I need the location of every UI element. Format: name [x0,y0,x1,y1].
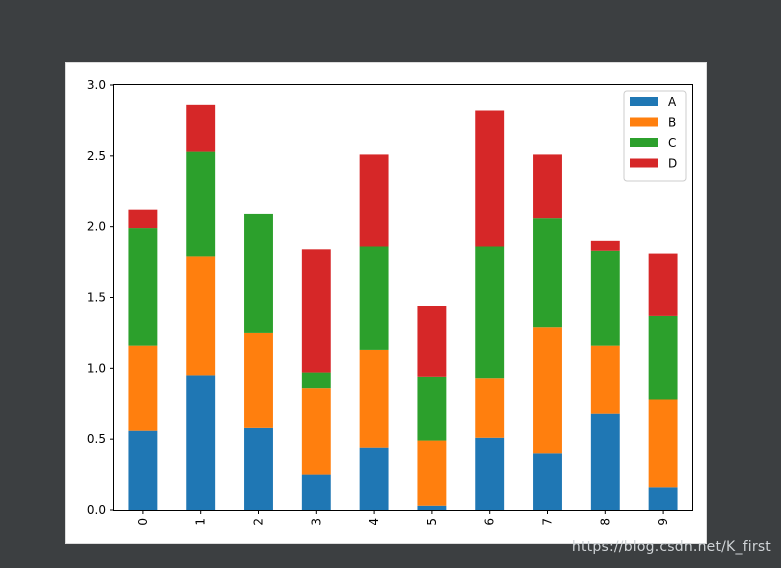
bar-c-9 [648,315,678,400]
y-tick-label: 1.5 [87,291,106,305]
bar-a-5 [417,505,447,510]
bar-b-4 [359,349,389,448]
watermark-text: https://blog.csdn.net/K_first [571,539,771,555]
bar-a-3 [301,474,331,510]
y-tick-label: 1.0 [87,361,106,375]
x-tick-label: 6 [483,518,497,526]
bar-a-7 [533,453,562,510]
bar-d-8 [590,240,620,251]
bar-b-8 [590,345,620,414]
bar-a-6 [475,437,505,510]
y-tick-label: 2.0 [87,220,106,234]
y-axis: 0.0 0.5 1.0 1.5 2.0 2.5 3.0 [87,78,114,517]
legend-label-c: C [668,136,676,150]
x-tick-label: 1 [194,518,208,526]
x-tick-label: 2 [252,518,266,526]
x-tick-label: 3 [309,518,323,526]
bar-b-0 [128,345,158,431]
legend-label-b: B [668,116,676,130]
legend-swatch-a [630,97,658,106]
legend-swatch-b [630,117,658,127]
legend-label-a: A [668,95,677,109]
x-tick-label: 7 [541,518,555,526]
bars-layer [128,104,678,510]
bar-c-7 [533,218,562,328]
bar-a-8 [590,413,620,510]
bar-d-9 [648,253,678,316]
bar-c-5 [417,376,447,441]
bar-c-3 [301,372,331,389]
y-tick-label: 0.5 [87,432,106,446]
bar-d-4 [359,154,389,247]
bar-b-7 [533,327,562,454]
x-tick-label: 5 [425,518,439,526]
x-tick-label: 9 [656,518,670,526]
bar-c-4 [359,246,389,350]
bar-d-7 [533,154,562,219]
bar-d-0 [128,209,158,229]
bar-b-6 [475,378,505,438]
legend-label-d: D [668,157,677,171]
bar-b-1 [186,256,216,376]
bar-c-6 [475,246,505,379]
bar-b-9 [648,399,678,488]
bar-c-1 [186,151,216,257]
bar-c-2 [244,213,273,333]
bar-c-8 [590,250,620,346]
x-tick-label: 4 [367,518,381,526]
x-tick-label: 0 [136,518,150,526]
bar-d-1 [186,104,216,152]
bar-b-2 [244,332,273,428]
x-axis: 0 1 2 3 4 5 6 7 8 9 [136,510,670,526]
bar-a-1 [186,375,216,510]
bar-b-3 [301,388,331,475]
legend-swatch-d [630,158,658,168]
bar-a-9 [648,487,678,510]
bar-a-4 [359,447,389,510]
bar-c-0 [128,228,158,346]
legend-swatch-c [630,138,658,147]
bar-d-6 [475,110,505,247]
x-tick-label: 8 [598,518,612,526]
bar-a-0 [128,430,158,510]
bar-a-2 [244,427,273,510]
plot-area-border [113,84,693,511]
bar-d-3 [301,249,331,373]
y-tick-label: 3.0 [87,78,106,92]
y-tick-label: 0.0 [87,503,106,517]
bar-b-5 [417,440,447,506]
bar-d-5 [417,306,447,377]
y-tick-label: 2.5 [87,149,106,163]
